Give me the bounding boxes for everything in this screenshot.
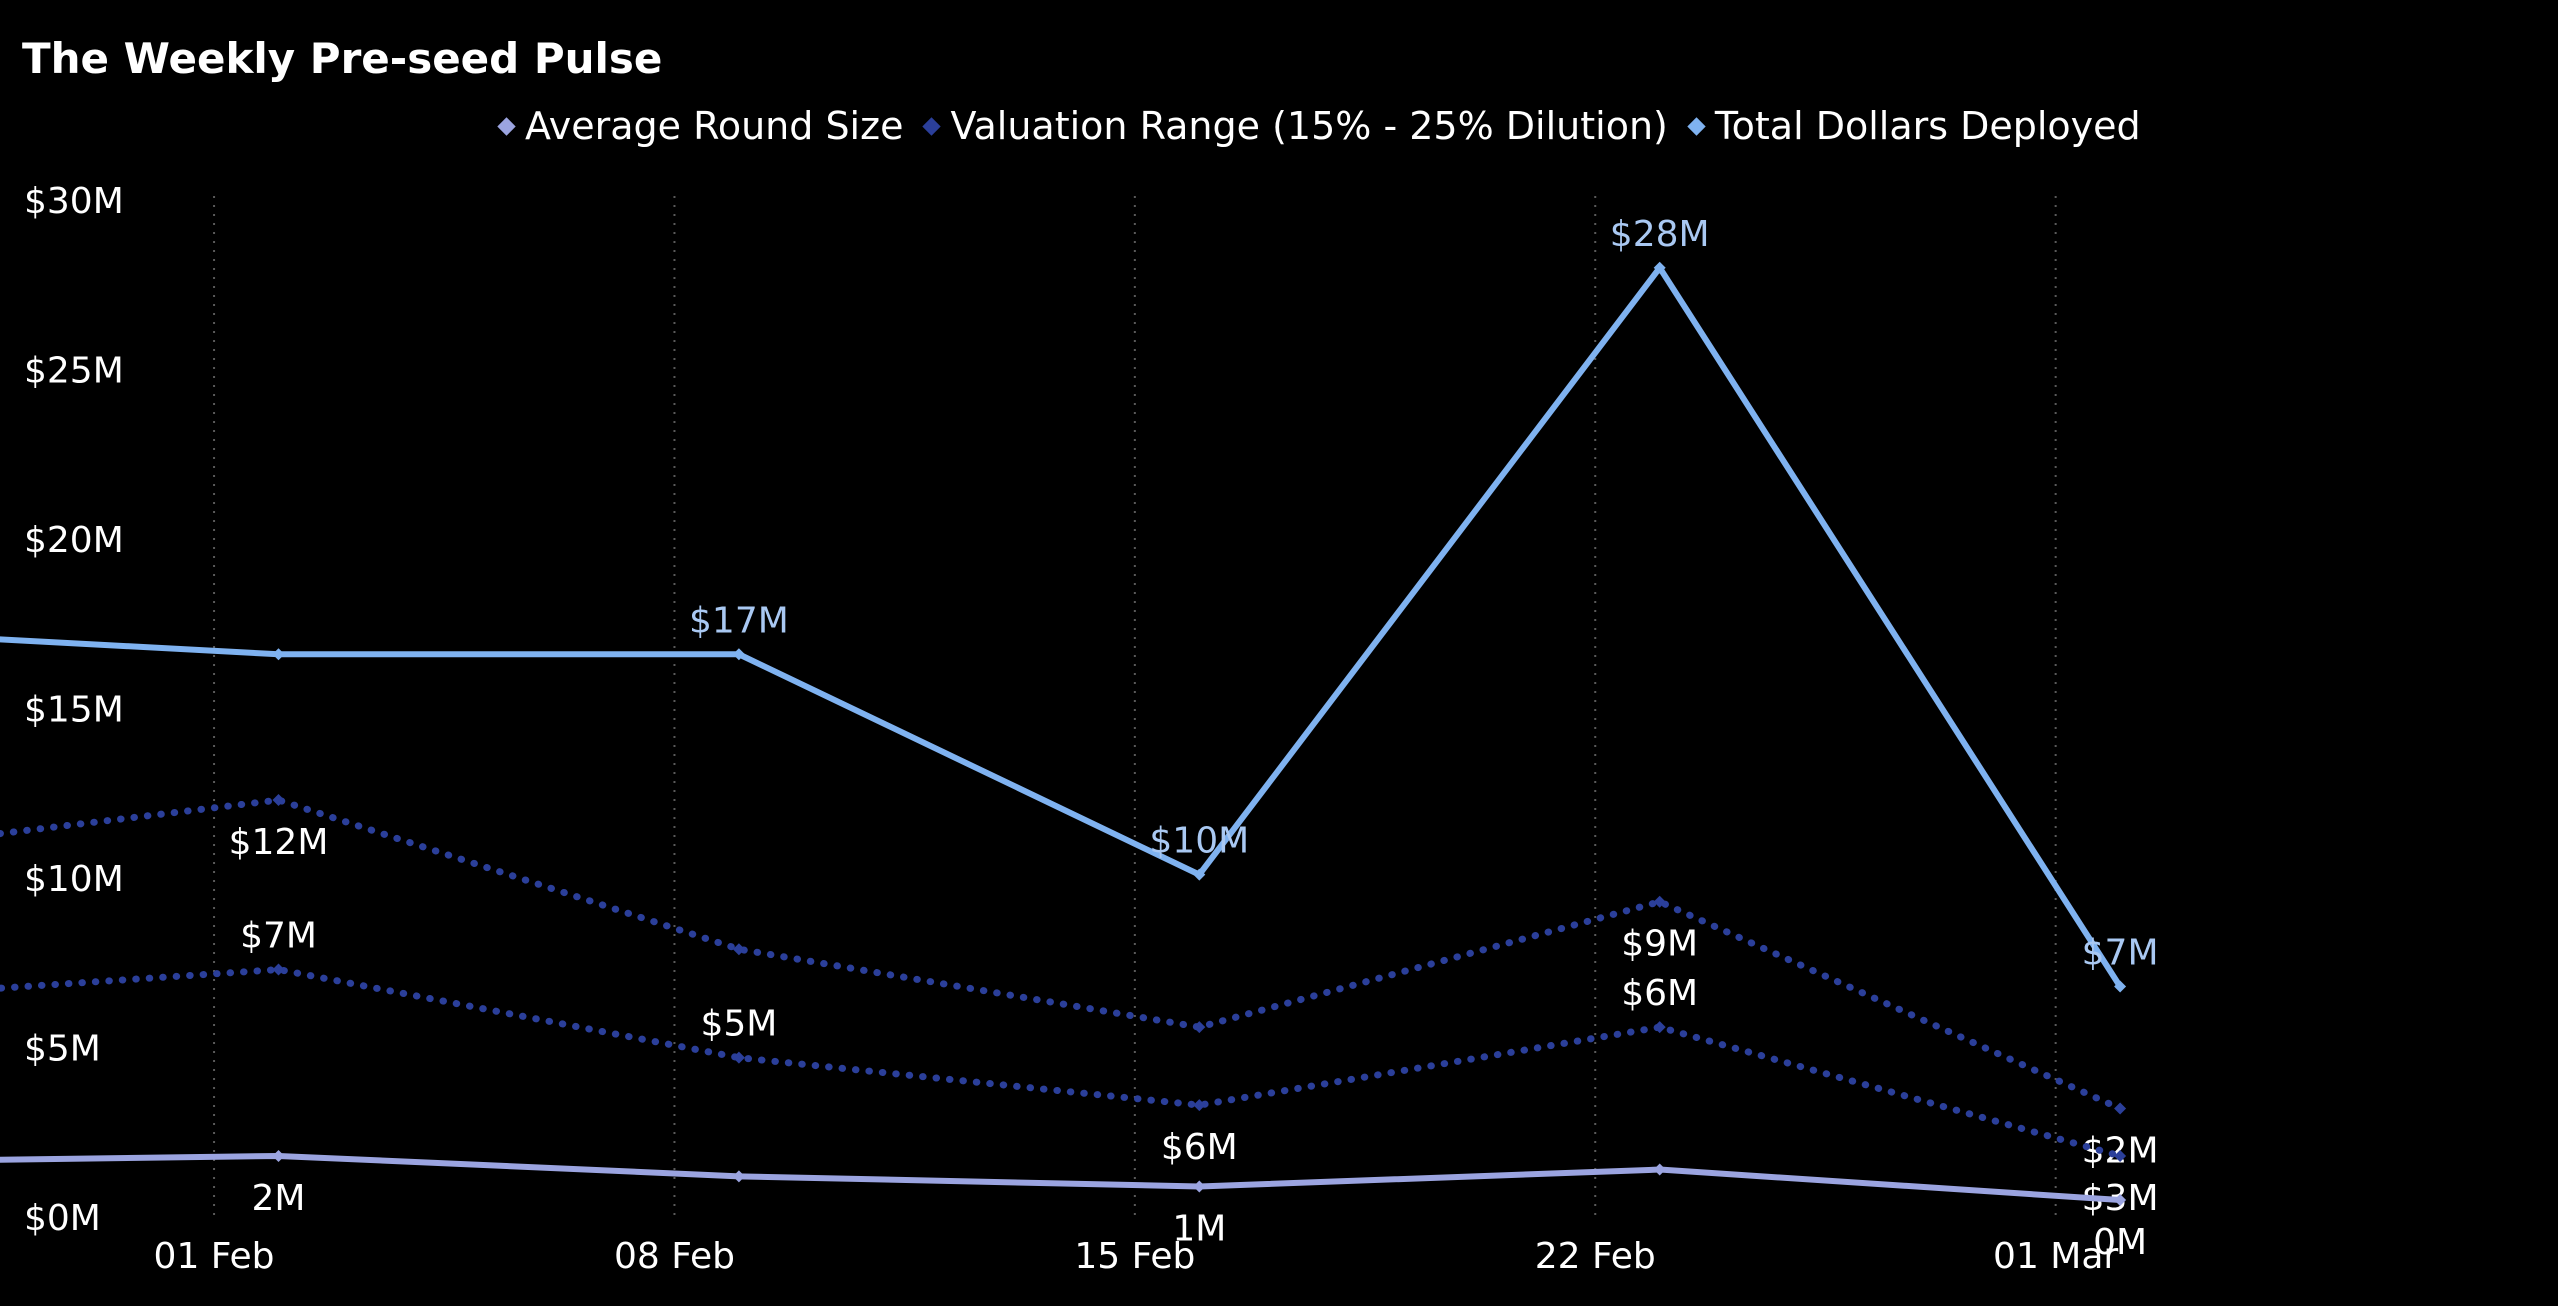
series-line (0, 264, 2123, 989)
data-point-marker (732, 1051, 745, 1064)
data-point-marker (272, 648, 285, 661)
data-label: $5M (700, 1004, 777, 1045)
data-label: $10M (1149, 821, 1249, 862)
data-point-marker (732, 1170, 745, 1183)
legend-item-total-dollars-deployed[interactable]: Total Dollars Deployed (1687, 104, 2141, 148)
x-tick-label: 01 Mar (1993, 1236, 2118, 1277)
data-label: $7M (2082, 932, 2159, 973)
data-point-marker (2114, 1194, 2127, 1207)
data-point-marker (1193, 1021, 1206, 1034)
data-label: $6M (1161, 1127, 1238, 1168)
data-point-marker (1653, 1021, 1666, 1034)
data-point-marker (2114, 1102, 2127, 1115)
data-label: $6M (1621, 973, 1698, 1014)
legend-label: Valuation Range (15% - 25% Dilution) (950, 104, 1668, 148)
chart-title: The Weekly Pre-seed Pulse (22, 34, 663, 83)
data-point-marker (1653, 895, 1666, 908)
legend: Average Round Size Valuation Range (15% … (497, 104, 2163, 148)
series-line (0, 1152, 2121, 1204)
legend-label: Average Round Size (525, 104, 904, 148)
data-point-marker (732, 943, 745, 956)
data-label: $7M (240, 916, 317, 957)
data-point-marker (1193, 1099, 1206, 1112)
y-tick-label: $20M (24, 520, 124, 561)
data-point-marker (732, 648, 745, 661)
data-label: $17M (689, 600, 789, 641)
data-point-marker (1653, 1163, 1666, 1176)
data-point-marker (272, 1149, 285, 1162)
data-label: 2M (252, 1178, 306, 1219)
data-label: $9M (1621, 924, 1698, 965)
data-label: 1M (1172, 1208, 1226, 1249)
y-tick-label: $15M (24, 690, 124, 731)
data-point-marker (272, 963, 285, 976)
series-line (0, 966, 2124, 1160)
y-tick-label: $10M (24, 859, 124, 900)
legend-item-average-round-size[interactable]: Average Round Size (497, 104, 904, 148)
data-point-marker (2114, 980, 2127, 993)
y-tick-label: $30M (24, 181, 124, 222)
data-point-marker (272, 794, 285, 807)
legend-item-valuation-range[interactable]: Valuation Range (15% - 25% Dilution) (922, 104, 1668, 148)
x-tick-label: 08 Feb (614, 1236, 735, 1277)
y-tick-label: $0M (24, 1198, 101, 1239)
series-line (0, 796, 2124, 1113)
x-tick-label: 15 Feb (1074, 1236, 1195, 1277)
x-tick-label: 22 Feb (1535, 1236, 1656, 1277)
data-point-marker (1193, 868, 1206, 881)
data-label: $28M (1610, 214, 1710, 255)
data-label: 0M (2093, 1222, 2147, 1263)
legend-label: Total Dollars Deployed (1714, 104, 2141, 148)
data-point-marker (1193, 1180, 1206, 1193)
data-point-marker (2114, 1149, 2127, 1162)
y-tick-label: $5M (24, 1029, 101, 1070)
x-tick-label: 01 Feb (154, 1236, 275, 1277)
data-label: $12M (229, 822, 329, 863)
data-point-marker (1653, 261, 1666, 274)
y-tick-label: $25M (24, 351, 124, 392)
